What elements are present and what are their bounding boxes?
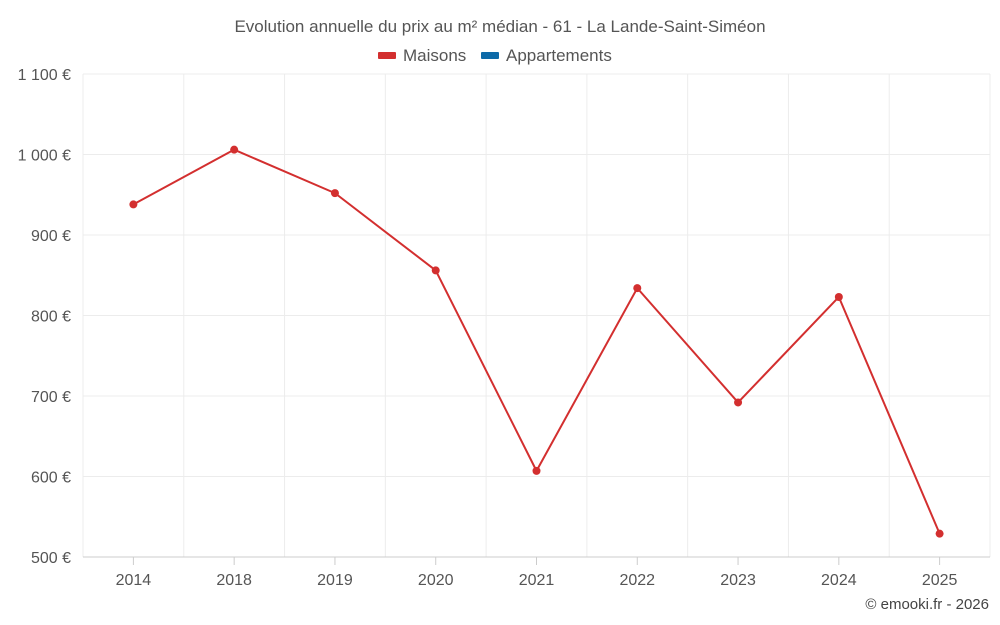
y-tick-label: 800 € (31, 309, 71, 326)
series-maisons (129, 145, 944, 538)
y-tick-label: 700 € (31, 389, 71, 406)
legend-item-maisons[interactable]: Maisons (378, 46, 466, 65)
y-tick-label: 500 € (31, 550, 71, 567)
legend-swatch-appartements (481, 52, 499, 59)
y-tick-label: 1 000 € (18, 148, 71, 165)
y-axis-tick-labels: 500 € 600 € 700 € 800 € 900 € 1 000 € 1 100 € (18, 67, 71, 567)
y-tick-label: 1 100 € (18, 67, 71, 84)
legend-swatch-maisons (378, 52, 396, 59)
data-point-maisons[interactable] (834, 292, 843, 301)
x-tick-label: 2021 (519, 572, 555, 589)
data-point-maisons[interactable] (633, 284, 642, 293)
legend-label-appartements: Appartements (506, 46, 612, 65)
x-tick-label: 2023 (720, 572, 756, 589)
x-tick-label: 2024 (821, 572, 857, 589)
y-gridlines (83, 73, 990, 477)
x-tick-label: 2025 (922, 572, 958, 589)
y-tick-label: 600 € (31, 470, 71, 487)
data-point-maisons[interactable] (129, 200, 138, 209)
legend-label-maisons: Maisons (403, 46, 466, 65)
data-point-maisons[interactable] (734, 398, 743, 407)
legend-item-appartements[interactable]: Appartements (481, 46, 612, 65)
data-point-maisons[interactable] (230, 145, 239, 154)
data-point-maisons[interactable] (330, 189, 339, 198)
x-gridlines (82, 74, 991, 557)
y-tick-label: 900 € (31, 228, 71, 245)
data-point-maisons[interactable] (935, 529, 944, 538)
data-point-maisons[interactable] (532, 466, 541, 475)
data-point-maisons[interactable] (431, 266, 440, 275)
credit-text: © emooki.fr - 2026 (865, 596, 989, 613)
x-axis-tick-labels: 2014 2018 2019 2020 2021 2022 2023 2024 2025 (116, 557, 958, 589)
x-tick-label: 2020 (418, 572, 454, 589)
x-tick-label: 2022 (619, 572, 655, 589)
legend: Maisons Appartements (378, 46, 612, 65)
chart-title: Evolution annuelle du prix au m² médian … (234, 17, 765, 36)
x-tick-label: 2019 (317, 572, 353, 589)
x-tick-label: 2014 (116, 572, 152, 589)
x-tick-label: 2018 (216, 572, 252, 589)
